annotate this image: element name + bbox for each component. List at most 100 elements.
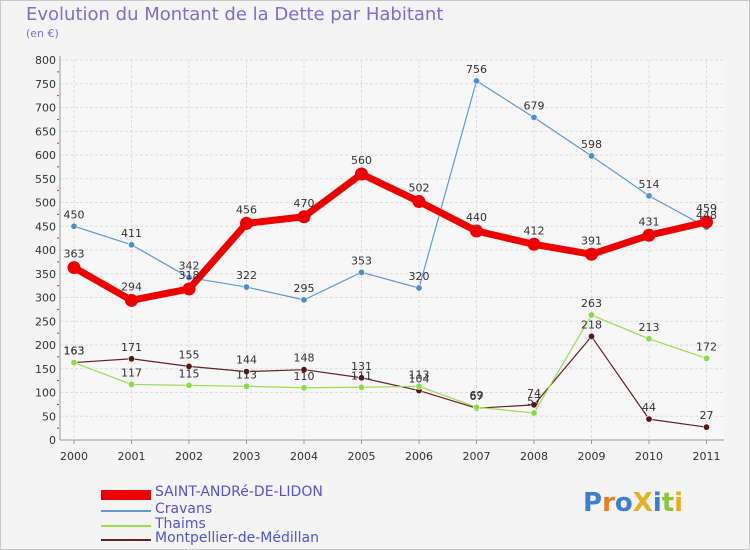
- legend-swatch-saint-andre: [101, 490, 151, 500]
- logo-letter: P: [583, 488, 603, 518]
- data-point: [300, 384, 308, 392]
- data-point: [128, 380, 136, 388]
- logo-letter: t: [661, 488, 675, 518]
- series-line-1: [73, 80, 707, 301]
- data-label: 74: [527, 387, 541, 400]
- data-point: [642, 228, 656, 242]
- data-label: 322: [236, 269, 257, 282]
- data-label: 110: [294, 370, 315, 383]
- data-label: 411: [121, 227, 142, 240]
- data-label: 448: [696, 209, 717, 222]
- chart-title: Evolution du Montant de la Dette par Hab…: [26, 4, 444, 25]
- data-label: 514: [639, 178, 660, 191]
- logo-letter: i: [652, 488, 662, 518]
- data-label: 391: [581, 234, 602, 247]
- data-label: 163: [64, 345, 85, 358]
- data-point: [587, 311, 595, 319]
- data-point: [587, 332, 595, 340]
- data-label: 450: [64, 208, 85, 221]
- x-tick-label: 2000: [60, 450, 88, 463]
- data-point: [67, 261, 81, 275]
- x-tick-label: 2007: [463, 450, 491, 463]
- data-label: 171: [121, 341, 142, 354]
- data-point: [530, 401, 538, 409]
- data-point: [243, 382, 251, 390]
- y-tick-label: 800: [35, 54, 56, 67]
- proxiti-logo: ProXiti: [583, 488, 683, 518]
- data-label: 459: [696, 202, 717, 215]
- data-label: 560: [351, 154, 372, 167]
- data-point: [645, 415, 653, 423]
- y-tick-label: 300: [35, 292, 56, 305]
- data-label: 470: [294, 197, 315, 210]
- x-tick-label: 2001: [118, 450, 146, 463]
- data-label: 318: [179, 269, 200, 282]
- data-point: [128, 241, 136, 249]
- x-tick-label: 2003: [233, 450, 261, 463]
- data-label: 163: [64, 345, 85, 358]
- data-label: 131: [351, 360, 372, 373]
- data-label: 69: [470, 389, 484, 402]
- data-point: [185, 362, 193, 370]
- data-point: [702, 354, 710, 362]
- data-label: 111: [351, 369, 372, 382]
- logo-letter: X: [632, 488, 653, 518]
- data-point: [530, 113, 538, 121]
- data-label: 27: [700, 409, 714, 422]
- x-tick-label: 2010: [635, 450, 663, 463]
- legend-swatch-cravans: [101, 510, 151, 512]
- data-point: [125, 293, 138, 307]
- data-point: [357, 383, 365, 391]
- y-tick-label: 0: [49, 434, 56, 447]
- legend-swatch-thaims: [101, 525, 151, 527]
- data-label: 342: [179, 260, 200, 273]
- data-point: [185, 381, 193, 389]
- data-label: 756: [466, 63, 487, 76]
- data-label: 172: [696, 340, 717, 353]
- unit-label: (en €): [26, 27, 59, 40]
- data-label: 598: [581, 138, 602, 151]
- y-tick-label: 200: [35, 339, 56, 352]
- data-label: 144: [236, 354, 257, 367]
- logo-letter: i: [674, 488, 684, 518]
- y-tick-label: 550: [35, 173, 56, 186]
- data-point: [585, 247, 598, 261]
- data-point: [472, 77, 480, 85]
- x-tick-label: 2011: [693, 450, 721, 463]
- data-label: 218: [581, 318, 602, 331]
- data-point: [645, 192, 653, 200]
- x-tick-label: 2005: [348, 450, 376, 463]
- y-tick-label: 600: [35, 149, 56, 162]
- data-point: [470, 224, 483, 238]
- data-label: 44: [642, 401, 656, 414]
- data-label: 113: [236, 368, 257, 381]
- legend-label-saint-andre: SAINT-ANDRé-DE-LIDON: [155, 484, 323, 500]
- data-point: [530, 409, 538, 417]
- data-label: 213: [639, 321, 660, 334]
- x-tick-label: 2008: [520, 450, 548, 463]
- legend-label-montpellier: Montpellier-de-Médillan: [155, 530, 319, 546]
- y-tick-label: 500: [35, 197, 56, 210]
- legend-label-thaims: Thaims: [155, 516, 206, 532]
- data-point: [300, 296, 308, 304]
- data-point: [70, 222, 78, 230]
- data-point: [587, 152, 595, 160]
- data-label: 113: [409, 368, 430, 381]
- x-tick-label: 2006: [405, 450, 433, 463]
- data-label: 353: [351, 254, 372, 267]
- data-point: [415, 382, 423, 390]
- data-point: [527, 237, 541, 251]
- y-tick-label: 400: [35, 244, 56, 257]
- data-label: 456: [236, 203, 257, 216]
- data-point: [472, 403, 480, 411]
- y-tick-label: 450: [35, 220, 56, 233]
- legend-swatch-montpellier: [101, 539, 151, 541]
- y-tick-label: 700: [35, 102, 56, 115]
- data-label: 412: [524, 224, 545, 237]
- data-label: 679: [524, 99, 545, 112]
- data-label: 57: [527, 395, 541, 408]
- data-label: 502: [409, 182, 430, 195]
- series-line-0: [72, 170, 708, 304]
- data-label: 363: [64, 248, 85, 261]
